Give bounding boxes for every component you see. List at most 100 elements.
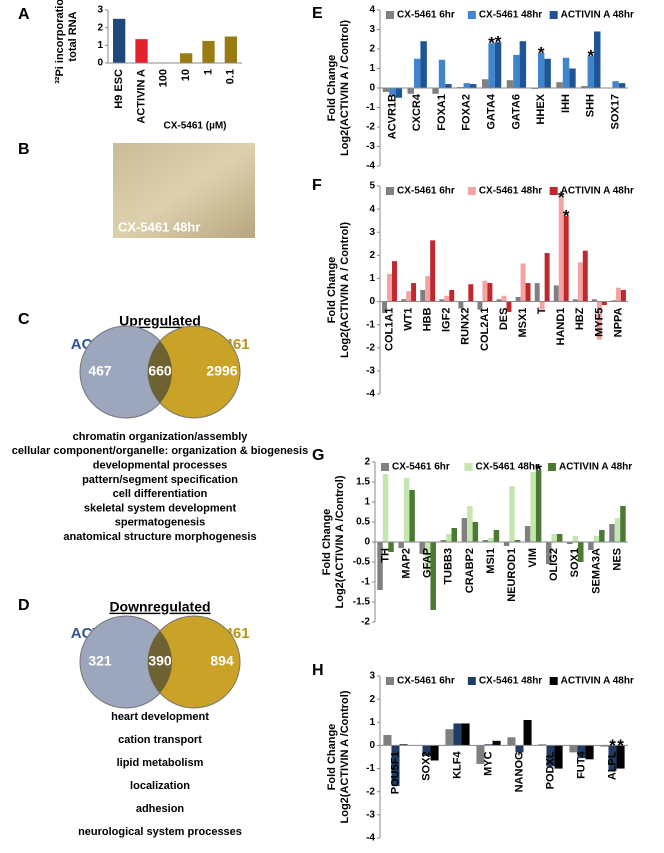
legend-label: CX-5461 48hr (479, 186, 542, 197)
annotation: * (558, 188, 565, 207)
legend-label: CX-5461 48hr (479, 676, 542, 687)
bar (477, 301, 483, 310)
bar (572, 536, 579, 542)
bar (594, 31, 601, 88)
bar (377, 542, 383, 590)
x-tick-label: HHEX (535, 93, 547, 124)
y-tick-label: -1 (366, 319, 375, 330)
bar (482, 280, 488, 302)
x-tick-label: MSX1 (517, 308, 529, 338)
x-tick-label: NES (611, 548, 623, 571)
bar (430, 745, 439, 761)
bar (488, 538, 494, 542)
x-tick-label: GATA4 (486, 93, 498, 130)
bar (567, 542, 573, 544)
legend-label: CX-5461 6hr (392, 462, 450, 473)
y-axis-label: Log2(ACTIVIN A /Control) (339, 690, 351, 823)
bar (413, 58, 421, 88)
bar (588, 542, 594, 550)
bar (388, 542, 394, 552)
bar (601, 301, 607, 306)
y-tick-label: 3 (369, 671, 375, 682)
bar (382, 88, 390, 92)
y-axis-label: Fold Change (326, 55, 338, 122)
bar (445, 729, 454, 746)
term: skeletal system development (84, 502, 237, 514)
bar (446, 534, 452, 542)
bar (539, 301, 545, 310)
legend-swatch (467, 187, 476, 195)
x-tick-label: MYF5 (593, 308, 605, 337)
bar (506, 301, 512, 312)
x-tick-label: SOX17 (610, 94, 622, 129)
y-tick-label: 4 (369, 204, 375, 215)
x-tick-label: MSI1 (485, 548, 497, 574)
bar (600, 745, 609, 747)
bar (406, 291, 412, 302)
legend-swatch (549, 677, 558, 685)
y-tick-label: -4 (366, 389, 375, 400)
legend-swatch (386, 187, 394, 195)
bar (582, 250, 588, 302)
x-tick-label: TH (379, 548, 391, 563)
legend-swatch (464, 463, 473, 471)
legend-label: CX-5461 6hr (397, 10, 455, 21)
y-tick-label: -1.5 (353, 597, 371, 608)
bar (551, 534, 557, 542)
y-tick-label: 1.5 (356, 477, 370, 488)
y-tick-label: 2 (369, 44, 375, 55)
bar (461, 723, 470, 746)
bar (563, 216, 569, 302)
y-axis-label: Fold Change (321, 509, 333, 576)
term: cellular component/organelle: organizati… (12, 445, 308, 457)
x-tick-label: SEMA3A (590, 548, 602, 594)
x-tick-label: HBZ (574, 307, 586, 330)
bar (113, 18, 126, 63)
bar (458, 301, 464, 309)
y-tick-label: -1 (361, 577, 370, 588)
legend-label: CX-5461 48hr (475, 462, 538, 473)
bar (481, 79, 489, 88)
x-tick-label: PODXL (544, 751, 556, 789)
bar (453, 723, 462, 746)
x-tick-label: COL2A1 (479, 308, 491, 351)
venn-title: Upregulated (119, 313, 201, 329)
x-tick-label: TUBB3 (443, 548, 455, 585)
bar (449, 290, 455, 302)
term: neurological system processes (78, 826, 242, 838)
annotation: * (617, 736, 624, 755)
bar (180, 53, 193, 63)
bar (468, 284, 474, 302)
x-tick-label: SHH (585, 94, 597, 117)
y-tick-label: 3 (369, 24, 375, 35)
bar (509, 486, 515, 542)
bar (608, 745, 617, 771)
bar (482, 540, 489, 542)
venn-count: 2996 (206, 363, 237, 379)
bar (224, 36, 237, 63)
micrograph (113, 143, 255, 238)
legend-label: CX-5461 6hr (397, 186, 455, 197)
y-axis-label: Log2(ACTIVIN A / Control) (339, 222, 351, 358)
y-tick-label: 0 (369, 83, 375, 94)
annotation: * (587, 46, 594, 65)
y-tick-label: 2 (364, 457, 370, 468)
bar (409, 490, 415, 542)
annotation: * (563, 207, 570, 226)
x-tick-label: MAP2 (401, 548, 413, 579)
bar (391, 745, 400, 786)
bar (581, 86, 588, 88)
panel-letter: E (312, 5, 323, 22)
bar (461, 518, 468, 542)
y-tick-label: -2 (366, 122, 375, 133)
bar (424, 542, 431, 570)
bar (612, 81, 619, 88)
venn-title: Downregulated (109, 599, 210, 615)
y-tick-label: 2 (97, 22, 103, 33)
y-tick-label: 4 (369, 5, 375, 16)
bar (392, 261, 397, 302)
x-tick-label: FUT4 (575, 751, 587, 779)
x-tick-label: IGF2 (441, 308, 453, 332)
bar (538, 744, 547, 746)
